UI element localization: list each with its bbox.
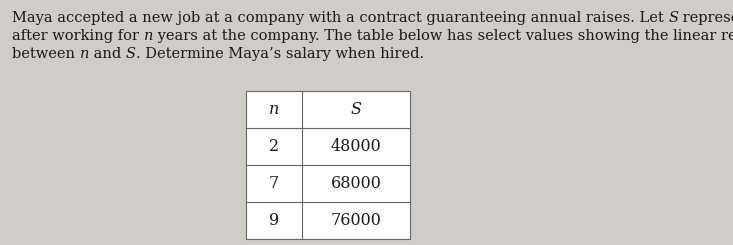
Bar	[246, 91, 410, 239]
Text: n: n	[144, 29, 153, 43]
Text: 9: 9	[269, 212, 279, 229]
Text: S: S	[668, 11, 678, 25]
Text: S: S	[350, 101, 361, 118]
Text: n: n	[80, 47, 89, 61]
Text: 2: 2	[269, 138, 279, 155]
Text: 7: 7	[269, 175, 279, 192]
Text: Maya accepted a new job at a company with a contract guaranteeing annual raises.: Maya accepted a new job at a company wit…	[12, 11, 668, 25]
Text: S: S	[126, 47, 136, 61]
Text: years at the company. The table below has select values showing the linear relat: years at the company. The table below ha…	[153, 29, 733, 43]
Text: between: between	[12, 47, 80, 61]
Text: 68000: 68000	[331, 175, 381, 192]
Text: represent Maya’s salary: represent Maya’s salary	[678, 11, 733, 25]
Text: 76000: 76000	[331, 212, 381, 229]
Text: . Determine Maya’s salary when hired.: . Determine Maya’s salary when hired.	[136, 47, 424, 61]
Text: and: and	[89, 47, 126, 61]
Text: 48000: 48000	[331, 138, 381, 155]
Text: after working for: after working for	[12, 29, 144, 43]
Text: n: n	[269, 101, 279, 118]
